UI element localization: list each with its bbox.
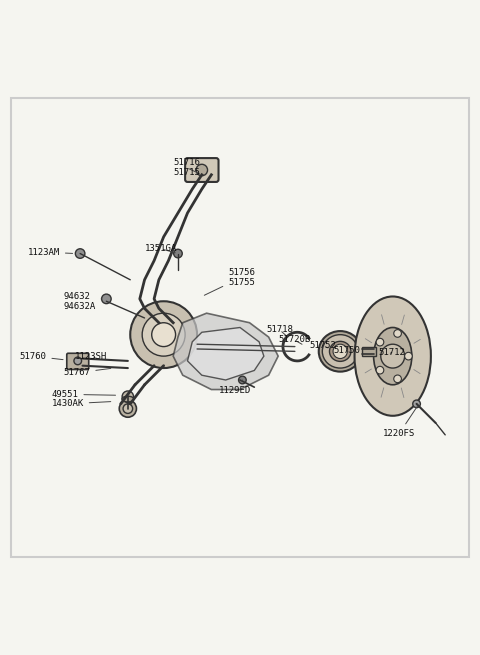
Ellipse shape bbox=[355, 297, 431, 416]
Text: 51718: 51718 bbox=[266, 326, 293, 335]
Circle shape bbox=[174, 250, 182, 258]
Circle shape bbox=[123, 404, 132, 413]
Text: 1351GA: 1351GA bbox=[144, 244, 177, 253]
Text: 1123AM: 1123AM bbox=[28, 248, 72, 257]
FancyBboxPatch shape bbox=[185, 158, 218, 182]
Ellipse shape bbox=[373, 328, 412, 384]
Text: 1123SH: 1123SH bbox=[75, 352, 108, 361]
Ellipse shape bbox=[122, 396, 134, 402]
Circle shape bbox=[102, 294, 111, 304]
Circle shape bbox=[130, 301, 197, 368]
Text: 51750: 51750 bbox=[333, 346, 360, 355]
Ellipse shape bbox=[323, 335, 358, 368]
Circle shape bbox=[376, 366, 384, 374]
Circle shape bbox=[405, 352, 412, 360]
Text: 1430AK: 1430AK bbox=[51, 400, 111, 408]
Circle shape bbox=[142, 313, 185, 356]
Circle shape bbox=[394, 375, 401, 383]
Text: 51752: 51752 bbox=[309, 341, 336, 350]
Ellipse shape bbox=[329, 341, 351, 362]
Text: 51716
51715: 51716 51715 bbox=[173, 158, 200, 178]
FancyBboxPatch shape bbox=[67, 353, 89, 369]
Text: 1129ED: 1129ED bbox=[218, 380, 251, 395]
Text: 51712: 51712 bbox=[378, 348, 405, 357]
Text: 51756
51755: 51756 51755 bbox=[204, 268, 255, 295]
Polygon shape bbox=[173, 313, 278, 390]
Circle shape bbox=[196, 164, 207, 176]
Circle shape bbox=[122, 391, 133, 402]
Text: 51760: 51760 bbox=[20, 352, 63, 361]
Circle shape bbox=[239, 376, 246, 384]
Text: 1220FS: 1220FS bbox=[383, 406, 418, 438]
Polygon shape bbox=[188, 328, 264, 380]
Circle shape bbox=[152, 323, 176, 346]
Text: 49551: 49551 bbox=[51, 390, 116, 399]
Text: 94632
94632A: 94632 94632A bbox=[63, 291, 102, 311]
Circle shape bbox=[119, 400, 136, 417]
Circle shape bbox=[376, 338, 384, 346]
Text: 51720B: 51720B bbox=[278, 335, 311, 345]
Circle shape bbox=[74, 357, 82, 365]
Circle shape bbox=[413, 400, 420, 407]
Circle shape bbox=[75, 249, 85, 258]
Circle shape bbox=[333, 345, 348, 358]
Ellipse shape bbox=[319, 331, 362, 371]
Circle shape bbox=[394, 329, 401, 337]
Bar bbox=[362, 346, 376, 356]
Circle shape bbox=[381, 345, 405, 368]
Text: 51767: 51767 bbox=[63, 368, 111, 377]
